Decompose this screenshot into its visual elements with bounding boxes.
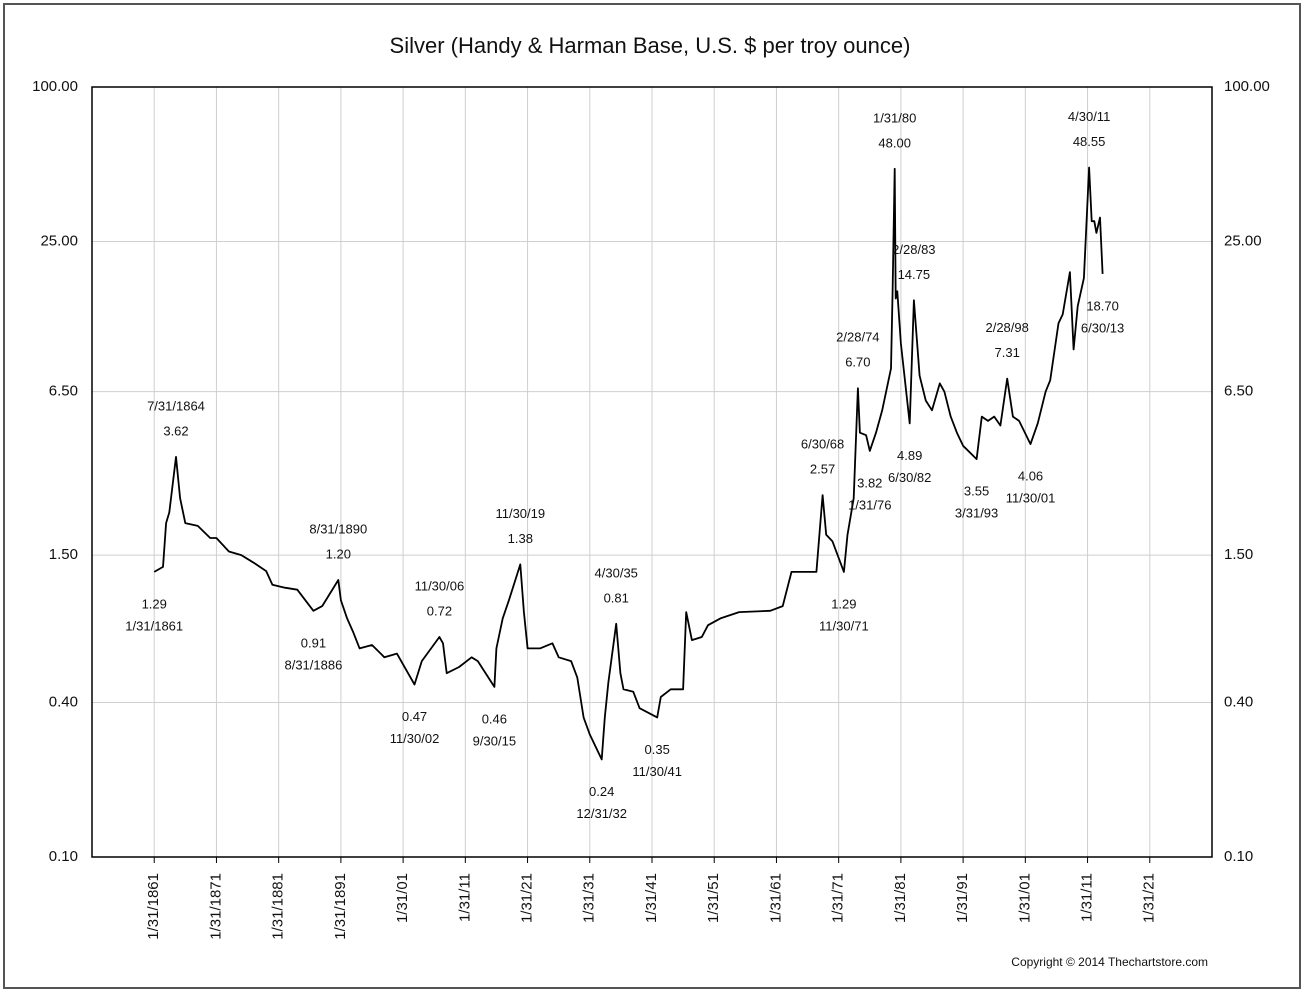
annotation-value: 2.57 [810,462,835,477]
x-tick-label: 1/31/1881 [270,873,287,940]
annotation-date: 6/30/82 [888,470,931,485]
chart-title: Silver (Handy & Harman Base, U.S. $ per … [390,33,911,58]
annotation-value: 1.29 [142,596,167,611]
y2-tick-label: 25.00 [1224,232,1262,249]
annotation-value: 48.55 [1073,134,1106,149]
y2-tick-label: 0.10 [1224,848,1253,865]
annotation-value: 3.62 [163,423,188,438]
annotation-date: 11/30/02 [390,731,440,746]
annotation-value: 48.00 [878,135,911,150]
annotation-value: 1.20 [326,546,351,561]
x-tick-label: 1/31/11 [456,873,473,922]
y2-tick-label: 100.00 [1224,78,1270,95]
annotation-date: 11/30/06 [415,578,465,593]
annotation-value: 6.70 [845,355,870,370]
x-tick-label: 1/31/21 [519,873,536,923]
annotation-value: 3.82 [857,475,882,490]
annotation-value: 0.81 [604,590,629,605]
y-tick-label: 0.10 [49,848,78,865]
x-tick-label: 1/31/91 [954,873,971,923]
annotation-value: 7.31 [995,345,1020,360]
annotation-date: 2/28/98 [985,320,1028,335]
x-tick-label: 1/31/51 [705,873,722,923]
annotation-value: 0.72 [427,603,452,618]
annotation-date: 11/30/19 [495,506,545,521]
annotation-date: 6/30/13 [1081,320,1124,335]
y-tick-label: 6.50 [49,383,78,400]
annotation-date: 1/31/76 [848,497,891,512]
x-tick-label: 1/31/81 [892,873,909,923]
price-line [153,166,1104,761]
annotation-date: 2/28/74 [836,330,879,345]
annotation-date: 4/30/11 [1068,109,1110,124]
y2-tick-label: 0.40 [1224,693,1253,710]
x-tick-label: 1/31/71 [830,873,847,923]
annotation-date: 11/30/01 [1006,491,1056,506]
annotation-value: 4.06 [1018,469,1043,484]
copyright: Copyright © 2014 Thechartstore.com [1011,955,1208,969]
annotation-value: 4.89 [897,448,922,463]
annotation-value: 1.29 [831,596,856,611]
x-tick-label: 1/31/11 [1079,873,1096,922]
x-tick-label: 1/31/31 [581,873,598,923]
x-tick-label: 1/31/01 [394,873,411,923]
annotation-date: 7/31/1864 [147,398,205,413]
annotation-date: 3/31/93 [955,506,998,521]
annotation-value: 14.75 [898,267,931,282]
annotation-value: 1.38 [508,531,533,546]
x-tick-label: 1/31/01 [1016,873,1033,923]
annotation-value: 0.47 [402,709,427,724]
annotation-date: 4/30/35 [595,565,638,580]
y-tick-label: 25.00 [40,232,78,249]
annotation-value: 0.91 [301,635,326,650]
y2-tick-label: 1.50 [1224,546,1253,563]
annotation-date: 8/31/1886 [284,657,342,672]
annotation-date: 9/30/15 [473,733,516,748]
x-tick-label: 1/31/21 [1141,873,1158,923]
annotation-date: 1/31/1861 [125,618,183,633]
annotation-date: 8/31/1890 [309,521,367,536]
annotation-date: 11/30/71 [819,618,869,633]
annotation-value: 3.55 [964,484,989,499]
annotation-date: 12/31/32 [576,806,627,821]
x-tick-label: 1/31/1871 [207,873,224,940]
y-tick-label: 100.00 [32,78,78,95]
annotation-date: 1/31/80 [873,110,916,125]
annotation-value: 0.35 [645,742,670,757]
annotation-date: 2/28/83 [892,242,935,257]
y2-tick-label: 6.50 [1224,383,1253,400]
x-tick-label: 1/31/41 [643,873,660,923]
annotation-value: 0.24 [589,784,614,799]
frame [3,3,1301,989]
annotation-date: 6/30/68 [801,437,844,452]
x-tick-label: 1/31/1861 [145,873,162,940]
plot-area [91,86,1213,858]
annotation-value: 18.70 [1086,298,1119,313]
annotation-date: 11/30/41 [632,764,682,779]
x-tick-label: 1/31/61 [767,873,784,923]
x-tick-label: 1/31/1891 [332,873,349,940]
y-tick-label: 1.50 [49,546,78,563]
annotation-value: 0.46 [482,711,507,726]
y-tick-label: 0.40 [49,693,78,710]
